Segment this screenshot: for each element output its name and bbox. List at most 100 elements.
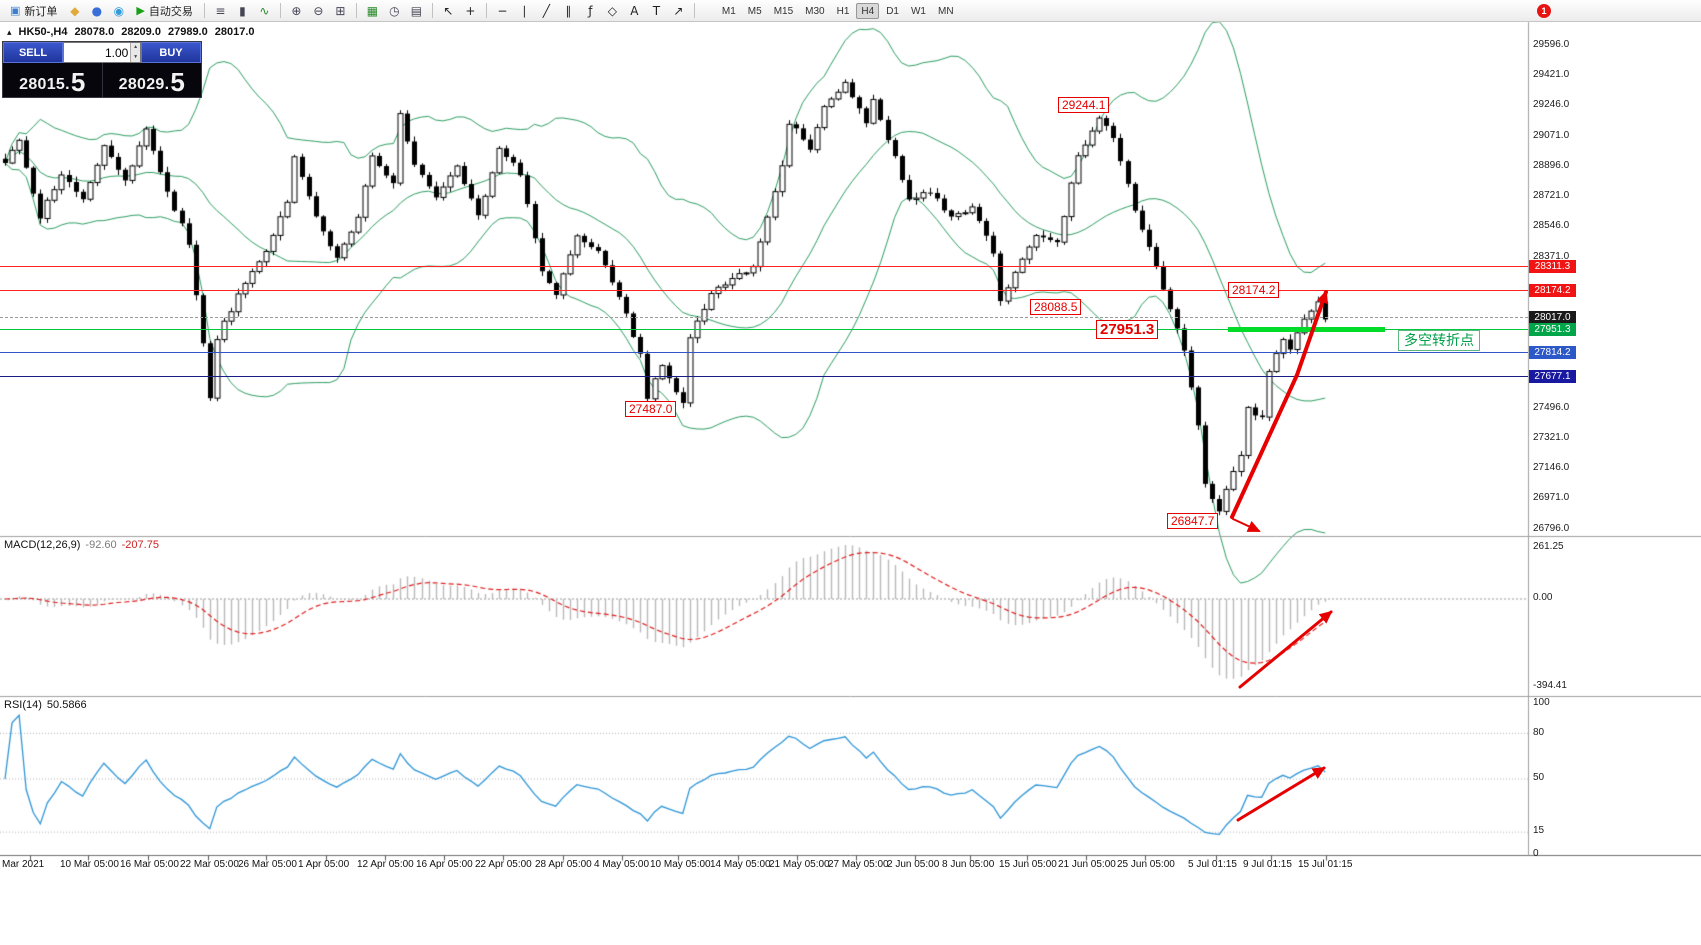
tile-windows-icon[interactable]: ⊞ (330, 2, 351, 20)
rsi-axis-label: 80 (1533, 727, 1545, 738)
horizontal-line-icon[interactable]: − (492, 2, 513, 20)
time-axis-label: 1 Apr 05:00 (298, 859, 350, 870)
volume-stepper: ▲ ▼ (130, 43, 140, 62)
fibonacci-icon[interactable]: ƒ (580, 2, 601, 20)
timeframe-m30[interactable]: M30 (800, 3, 829, 19)
timeframe-w1[interactable]: W1 (906, 3, 931, 19)
buy-price[interactable]: 28029. 5 (101, 63, 202, 97)
notification-badge[interactable]: 1 (1537, 4, 1551, 18)
new-chart-icon[interactable]: ▦ (362, 2, 383, 20)
time-axis-label: 2 Jun 05:00 (887, 859, 940, 870)
price-axis-label: 26796.0 (1533, 522, 1570, 534)
time-axis-label: 21 May 05:00 (769, 859, 830, 870)
sell-price[interactable]: 28015. 5 (3, 63, 102, 97)
toolbar-separator (431, 3, 433, 18)
rsi-axis-label: 50 (1533, 772, 1545, 783)
sell-price-fraction: 5 (70, 67, 86, 97)
volume-down-icon[interactable]: ▼ (131, 52, 140, 62)
price-line-27677.1[interactable] (0, 375, 1528, 377)
profiles-icon[interactable]: ● (86, 2, 107, 20)
main-toolbar: ▣ 新订单 ◆ ● ◉ ▶ 自动交易 ≡ ▮ ∿ ⊕ ⊖ ⊞ ▦ ◷ ▤ ↖ + − ∣ ╱ ∥ ƒ ◇ A T ↗ M1 M5 M15… (0, 0, 1701, 22)
buy-button[interactable]: BUY (141, 42, 201, 63)
chart-annotation[interactable]: 28174.2 (1228, 282, 1280, 298)
time-axis-label: 22 Apr 05:00 (475, 859, 532, 870)
buy-price-main: 28029. (118, 76, 170, 93)
price-axis-label: 29421.0 (1533, 69, 1570, 81)
new-order-button[interactable]: ▣ 新订单 (4, 2, 63, 20)
line-chart-icon[interactable]: ∿ (254, 2, 275, 20)
time-axis-label: 28 Apr 05:00 (535, 859, 592, 870)
price-axis-label: 28546.0 (1533, 220, 1570, 232)
turning-point-line[interactable] (1228, 326, 1385, 332)
timeframe-h4[interactable]: H4 (856, 2, 880, 19)
chart-annotation[interactable]: 27487.0 (625, 401, 677, 417)
time-axis-label: 10 Mar 05:00 (60, 859, 119, 870)
auto-trading-button-label: 自动交易 (148, 5, 193, 18)
text-icon[interactable]: A (624, 2, 645, 20)
time-axis-label: Mar 2021 (2, 859, 45, 870)
price-axis-label: 27496.0 (1533, 401, 1570, 413)
price-axis-label: 28371.0 (1533, 250, 1570, 262)
time-axis-label: 9 Jul 01:15 (1243, 859, 1292, 870)
chart-annotation[interactable]: 27951.3 (1096, 320, 1159, 339)
timeframe-d1[interactable]: D1 (881, 3, 904, 19)
price-line-28311.3[interactable] (0, 266, 1528, 268)
price-line-27814.2[interactable] (0, 352, 1528, 354)
charts-icon[interactable]: ◆ (64, 2, 85, 20)
timeframe-h1[interactable]: H1 (832, 3, 855, 19)
time-axis-label: 27 May 05:00 (828, 859, 889, 870)
ohlc-high: 28209.0 (121, 26, 161, 38)
sell-button[interactable]: SELL (3, 42, 63, 63)
volume-up-icon[interactable]: ▲ (131, 43, 140, 53)
toolbar-separator (279, 3, 281, 18)
bar-chart-icon[interactable]: ≡ (210, 2, 231, 20)
period-icon[interactable]: ◷ (384, 2, 405, 20)
toolbar-separator (355, 3, 357, 18)
price-line-28017[interactable] (0, 317, 1528, 319)
time-axis-label: 8 Jun 05:00 (942, 859, 995, 870)
arrow-tools-icon[interactable]: ↗ (668, 2, 689, 20)
time-axis-label: 25 Jun 05:00 (1117, 859, 1175, 870)
timeframe-m1[interactable]: M1 (717, 3, 741, 19)
text-label-icon[interactable]: T (646, 2, 667, 20)
templates-icon[interactable]: ▤ (406, 2, 427, 20)
zoom-in-icon[interactable]: ⊕ (286, 2, 307, 20)
timeframe-m5[interactable]: M5 (743, 3, 767, 19)
new-order-icon: ▣ (10, 4, 21, 17)
volume-input[interactable] (64, 43, 131, 62)
chart-annotation[interactable]: 多空转折点 (1398, 330, 1480, 351)
rsi-indicator-label: RSI(14) 50.5866 (4, 699, 87, 711)
price-line-27951.3[interactable] (0, 328, 1528, 330)
chart-annotation[interactable]: 26847.7 (1167, 513, 1219, 529)
price-line-28174.2[interactable] (0, 290, 1528, 292)
time-axis-label: 4 May 05:00 (594, 859, 650, 870)
toolbar-separator (485, 3, 487, 18)
trendline-icon[interactable]: ╱ (536, 2, 557, 20)
macd-axis-label: 0.00 (1533, 592, 1553, 603)
channel-icon[interactable]: ∥ (558, 2, 579, 20)
zoom-out-icon[interactable]: ⊖ (308, 2, 329, 20)
timeframe-mn[interactable]: MN (933, 3, 959, 19)
market-watch-icon[interactable]: ◉ (108, 2, 129, 20)
macd-axis-label: 261.25 (1533, 541, 1564, 552)
timeframe-m15[interactable]: M15 (769, 3, 798, 19)
crosshair-icon[interactable]: + (460, 2, 481, 20)
price-badge-28174.2: 28174.2 (1529, 284, 1576, 298)
chart-annotation[interactable]: 28088.5 (1030, 299, 1082, 315)
auto-trading-button[interactable]: ▶ 自动交易 (130, 2, 198, 20)
symbol-icon: ▴ (7, 26, 12, 37)
time-axis-label: 22 Mar 05:00 (180, 859, 239, 870)
candlestick-chart-icon[interactable]: ▮ (232, 2, 253, 20)
macd-axis-label: -394.41 (1533, 680, 1567, 691)
volume-field: ▲ ▼ (63, 42, 141, 63)
cursor-icon[interactable]: ↖ (438, 2, 459, 20)
ohlc-low: 27989.0 (167, 26, 208, 38)
price-axis-label: 27146.0 (1533, 462, 1570, 474)
shapes-icon[interactable]: ◇ (602, 2, 623, 20)
timeframe-bar: M1 M5 M15 M30 H1 H4 D1 W1 MN (717, 2, 959, 19)
price-badge-28017.0: 28017.0 (1529, 311, 1576, 325)
chart-annotation[interactable]: 29244.1 (1058, 97, 1110, 113)
vertical-line-icon[interactable]: ∣ (514, 2, 535, 20)
